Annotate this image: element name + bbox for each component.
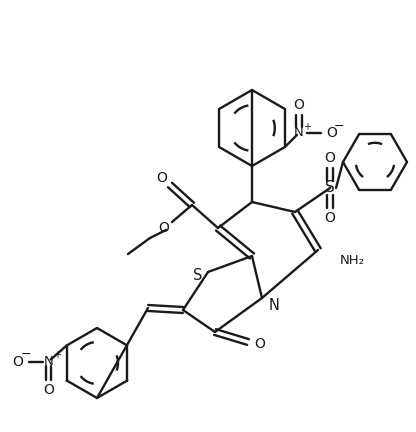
Text: N: N [269, 298, 280, 312]
Text: O: O [43, 382, 54, 397]
Text: N: N [44, 355, 54, 368]
Text: +: + [303, 122, 311, 132]
Text: NH₂: NH₂ [339, 254, 364, 267]
Text: −: − [20, 348, 31, 361]
Text: +: + [53, 350, 61, 360]
Text: O: O [12, 355, 23, 368]
Text: S: S [193, 269, 203, 283]
Text: O: O [255, 337, 265, 351]
Text: O: O [156, 171, 167, 185]
Text: O: O [293, 98, 305, 112]
Text: N: N [294, 127, 304, 140]
Text: O: O [324, 151, 335, 165]
Text: O: O [327, 126, 337, 140]
Text: O: O [324, 211, 335, 225]
Text: −: − [334, 120, 344, 133]
Text: S: S [325, 181, 335, 196]
Text: O: O [158, 221, 169, 235]
